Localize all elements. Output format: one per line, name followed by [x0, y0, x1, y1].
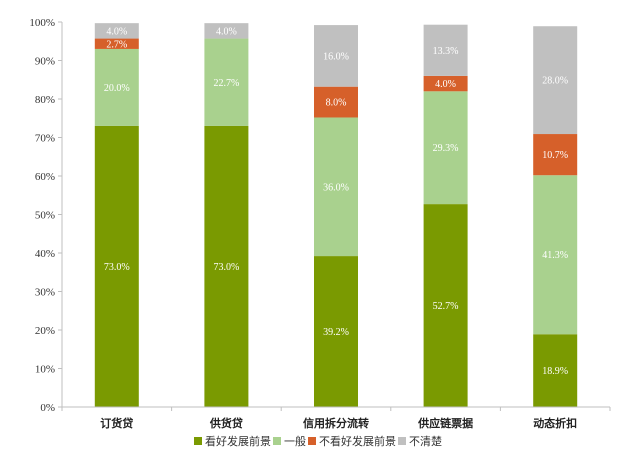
bar-供货贷-一般 [204, 38, 249, 126]
legend-swatch-不清楚 [398, 437, 406, 445]
y-tick-label-90: 90% [35, 56, 55, 68]
y-tick-label-70: 70% [35, 133, 55, 145]
y-tick-label-100: 100% [29, 17, 55, 29]
data-label-供应链票据-看好发展前景: 52.7% [433, 301, 459, 312]
legend-label-不清楚: 不清楚 [409, 434, 442, 448]
data-label-供货贷-看好发展前景: 73.0% [213, 262, 239, 273]
x-tick-label-信用拆分流转: 信用拆分流转 [303, 416, 369, 430]
data-label-动态折扣-不清楚: 28.0% [542, 76, 568, 87]
y-tick-label-50: 50% [35, 210, 55, 222]
bar-信用拆分流转-看好发展前景 [314, 256, 358, 407]
legend-label-看好发展前景: 看好发展前景 [205, 434, 271, 448]
bar-订货贷-不看好发展前景 [94, 38, 139, 49]
bar-信用拆分流转-不清楚 [314, 25, 358, 87]
data-label-信用拆分流转-一般: 36.0% [323, 182, 349, 193]
data-label-订货贷-不看好发展前景: 2.7% [106, 39, 127, 50]
x-tick-label-动态折扣: 动态折扣 [533, 416, 577, 430]
data-label-信用拆分流转-看好发展前景: 39.2% [323, 327, 349, 338]
y-tick-label-80: 80% [35, 94, 55, 106]
data-label-动态折扣-一般: 41.3% [542, 250, 568, 261]
data-label-信用拆分流转-不清楚: 16.0% [323, 51, 349, 62]
bar-动态折扣-看好发展前景 [533, 334, 578, 407]
x-tick-label-供应链票据: 供应链票据 [417, 416, 473, 430]
data-label-订货贷-看好发展前景: 73.0% [104, 262, 130, 273]
data-label-供应链票据-不看好发展前景: 4.0% [435, 79, 456, 90]
data-label-动态折扣-看好发展前景: 18.9% [542, 366, 568, 377]
bar-信用拆分流转-一般 [314, 117, 358, 257]
legend: 看好发展前景 一般 不看好发展前景 不清楚 [194, 434, 442, 448]
y-tick-label-10: 10% [35, 364, 55, 376]
bar-供应链票据-一般 [423, 91, 468, 205]
bar-订货贷-不清楚 [94, 23, 139, 39]
data-label-订货贷-一般: 20.0% [104, 83, 130, 94]
data-label-供应链票据-不清楚: 13.3% [433, 46, 459, 57]
bar-供货贷-看好发展前景 [204, 125, 249, 407]
y-tick-label-60: 60% [35, 171, 55, 183]
bar-订货贷-看好发展前景 [94, 125, 139, 407]
y-tick-label-30: 30% [35, 287, 55, 299]
bar-供货贷-不清楚 [204, 23, 249, 39]
data-label-供应链票据-一般: 29.3% [433, 143, 459, 154]
bar-供应链票据-不清楚 [423, 24, 468, 76]
bar-动态折扣-一般 [533, 175, 578, 335]
x-tick-label-订货贷: 订货贷 [100, 416, 133, 430]
y-axis: 0% 10% 20% 30% 40% 50% 60% 70% 80% 90% 100% [29, 17, 63, 414]
bar-动态折扣-不清楚 [533, 26, 578, 135]
legend-label-一般: 一般 [284, 435, 306, 448]
bar-订货贷-一般 [94, 48, 139, 126]
x-tick-label-供货贷: 供货贷 [209, 416, 243, 430]
y-tick-label-0: 0% [40, 402, 55, 414]
data-label-信用拆分流转-不看好发展前景: 8.0% [326, 98, 347, 109]
bars: 73.0% 20.0% 2.7% 4.0% 73.0% 22.7% 4.0% 39.2% 36.… [94, 23, 578, 407]
bar-动态折扣-不看好发展前景 [533, 134, 578, 176]
data-label-供货贷-一般: 22.7% [213, 78, 239, 89]
legend-swatch-一般 [273, 437, 281, 445]
y-tick-label-40: 40% [35, 248, 55, 260]
data-label-动态折扣-不看好发展前景: 10.7% [542, 150, 568, 161]
data-label-供货贷-不清楚: 4.0% [216, 26, 237, 37]
y-tick-label-20: 20% [35, 325, 55, 337]
data-label-订货贷-不清楚: 4.0% [106, 26, 127, 37]
legend-label-不看好发展前景: 不看好发展前景 [319, 434, 396, 448]
x-axis: 订货贷 供货贷 信用拆分流转 供应链票据 动态折扣 [61, 406, 611, 430]
bar-供应链票据-看好发展前景 [423, 204, 468, 407]
legend-swatch-不看好发展前景 [308, 437, 316, 445]
bar-供应链票据-不看好发展前景 [423, 75, 468, 92]
legend-swatch-看好发展前景 [194, 437, 202, 445]
bar-信用拆分流转-不看好发展前景 [314, 86, 358, 118]
